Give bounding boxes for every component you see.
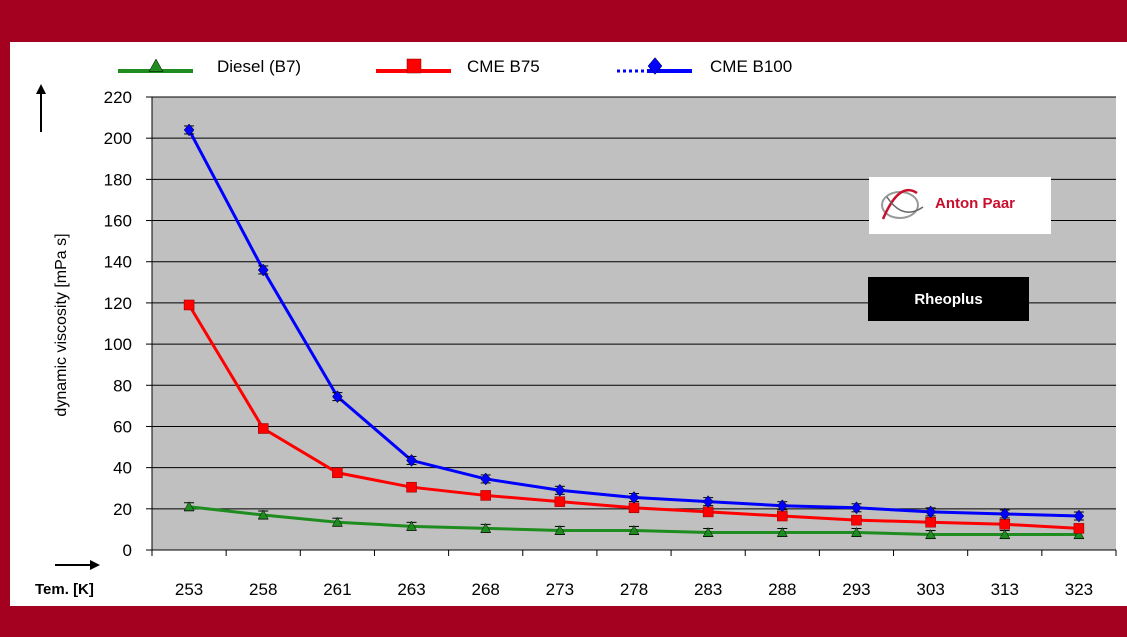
x-tick-label: 278 (620, 580, 648, 599)
x-tick-label: 258 (249, 580, 277, 599)
legend-item: CME B75 (376, 57, 540, 76)
anton-paar-emblem-icon (881, 188, 924, 220)
x-tick-label: 293 (842, 580, 870, 599)
data-point (702, 506, 714, 518)
data-point (925, 505, 936, 519)
legend-item: CME B100 (617, 57, 792, 76)
data-point (851, 501, 862, 515)
bottom-banner (0, 606, 1127, 637)
data-point (183, 299, 195, 311)
x-tick-label: 261 (323, 580, 351, 599)
y-tick-label: 40 (113, 459, 132, 478)
data-point (851, 514, 862, 526)
y-tick-label: 140 (104, 253, 132, 272)
data-point (1073, 529, 1085, 539)
data-point (257, 509, 269, 520)
x-tick-label: 263 (397, 580, 425, 599)
data-point (777, 510, 788, 522)
x-tick-label: 283 (694, 580, 722, 599)
data-point (1073, 523, 1085, 534)
legend-label: Diesel (B7) (217, 57, 301, 76)
data-point (554, 524, 566, 535)
y-tick-label: 100 (104, 335, 132, 354)
y-tick-label: 80 (113, 376, 132, 395)
x-tick-label: 303 (916, 580, 944, 599)
plot-area (152, 97, 1116, 550)
data-point (702, 495, 714, 509)
y-tick-label: 220 (104, 88, 132, 107)
legend-label: CME B100 (710, 57, 792, 76)
data-point (183, 123, 195, 137)
data-point (554, 496, 566, 507)
data-point (776, 499, 788, 513)
data-point (628, 524, 640, 535)
x-tick-label: 268 (472, 580, 500, 599)
legend-marker (148, 58, 164, 72)
x-axis-ticks: 253 258 261 263 268 273 278 283 288 293 303 313 323 (151, 550, 1117, 599)
x-tick-label: 253 (175, 580, 203, 599)
x-axis-arrow (55, 560, 100, 570)
series-diesel-b7- (183, 501, 1085, 540)
y-tick-label: 200 (104, 129, 132, 148)
data-point (1073, 509, 1085, 523)
data-point (925, 516, 936, 528)
y-axis-ticks: 0 20 40 60 80 100 120 140 160 180 200 220 (104, 88, 152, 560)
x-tick-label: 323 (1065, 580, 1093, 599)
data-point (999, 529, 1011, 539)
data-point (183, 501, 195, 512)
y-tick-label: 160 (104, 212, 132, 231)
x-tick-label: 313 (991, 580, 1019, 599)
data-point (332, 467, 343, 479)
y-tick-label: 120 (104, 294, 132, 313)
top-banner (0, 0, 1127, 42)
anton-paar-logo: Anton Paar (869, 177, 1051, 234)
x-axis-title: Tem. [K] (35, 581, 94, 598)
series-cme-b100 (183, 123, 1085, 523)
data-point (406, 520, 417, 531)
y-tick-label: 0 (123, 541, 132, 560)
y-axis-title: dynamic viscosity [mPa s] (53, 233, 70, 416)
legend-label: CME B75 (467, 57, 540, 76)
y-tick-label: 20 (113, 500, 132, 519)
legend-marker (406, 58, 422, 74)
data-point (406, 454, 417, 467)
logo-text: Anton Paar (935, 195, 1016, 212)
data-point (480, 472, 492, 486)
data-point (702, 526, 714, 537)
data-point (999, 507, 1011, 521)
data-point (851, 526, 862, 537)
data-point (925, 529, 937, 539)
data-point (257, 263, 269, 277)
legend: Diesel (B7) CME B75 CME B100 (118, 57, 792, 76)
x-tick-label: 273 (546, 580, 574, 599)
y-tick-label: 60 (113, 417, 132, 436)
data-point (554, 483, 566, 497)
data-point (480, 490, 491, 501)
data-point (628, 502, 640, 514)
data-point (331, 516, 343, 527)
legend-item: Diesel (B7) (118, 57, 301, 76)
data-point (480, 522, 492, 533)
series-cme-b75 (183, 299, 1085, 534)
legend-marker (647, 57, 663, 75)
data-point (776, 526, 788, 537)
y-axis-arrow (36, 84, 46, 132)
gridlines (151, 96, 1116, 551)
data-point (332, 390, 343, 403)
x-tick-label: 288 (768, 580, 796, 599)
rheoplus-badge: Rheoplus (868, 277, 1029, 321)
y-tick-label: 180 (104, 170, 132, 189)
data-point (999, 519, 1011, 530)
data-point (628, 491, 640, 504)
series-layer (183, 123, 1085, 540)
data-point (406, 481, 417, 493)
data-point (257, 423, 269, 434)
